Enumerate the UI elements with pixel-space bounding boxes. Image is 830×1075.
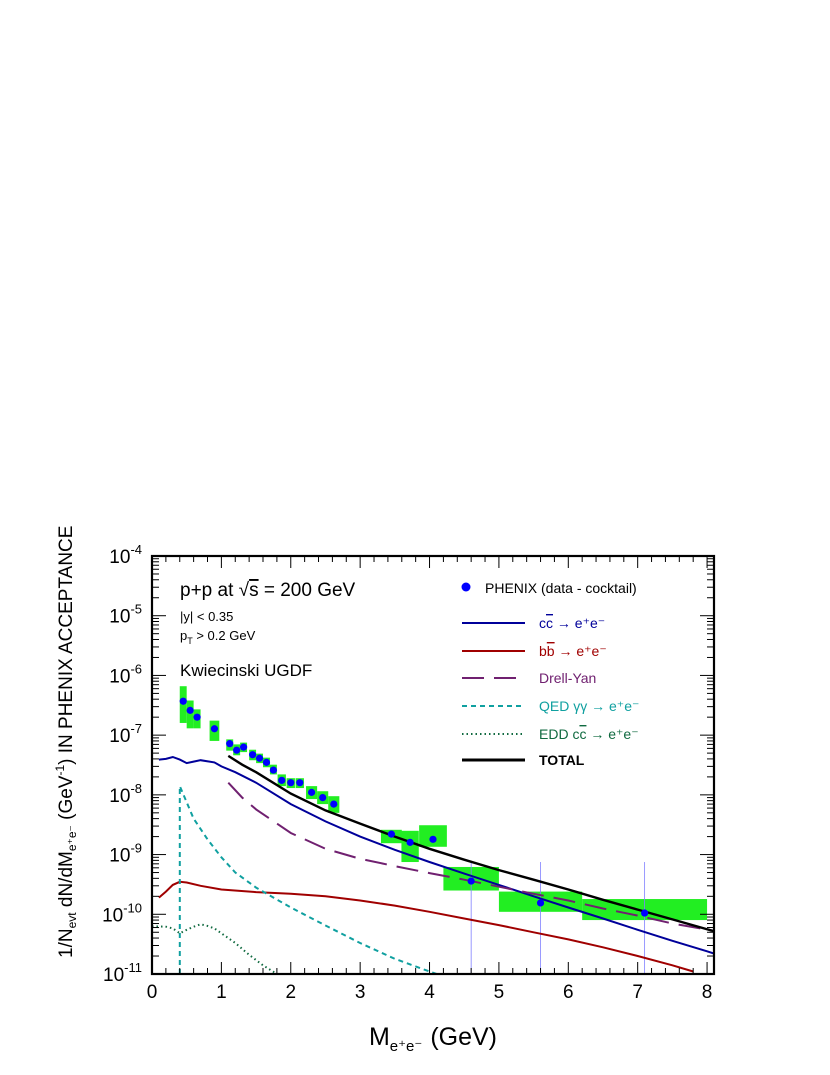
bbbar-curve	[158, 880, 694, 973]
data-point-3	[210, 725, 219, 733]
legend-marker-phenix	[461, 582, 471, 592]
data-point-21	[536, 899, 545, 907]
legend-label-phenix: PHENIX (data - cocktail)	[485, 580, 637, 596]
x-tick-label: 7	[632, 982, 643, 1003]
x-tick-label: 0	[147, 982, 158, 1003]
x-tick-label: 6	[563, 982, 574, 1003]
total-curve	[227, 754, 714, 933]
data-point-16	[330, 800, 338, 808]
drell-yan-curve	[227, 782, 714, 932]
y-tick-label: 10-6	[109, 661, 142, 687]
syst-band-1	[186, 700, 194, 729]
legend: PHENIX (data - cocktail) cc → e⁺e⁻ bb → …	[461, 580, 639, 768]
data-point-6	[239, 743, 248, 751]
collision-system-label: p+p at √s = 200 GeV	[180, 580, 356, 601]
legend-label-qed: QED γγ → e⁺e⁻	[539, 698, 639, 714]
data-point-11	[278, 776, 286, 784]
data-point-1	[186, 706, 194, 714]
data-point-13	[296, 779, 304, 787]
x-tick-label: 1	[216, 982, 227, 1003]
data-point-8	[255, 754, 264, 762]
y-tick-label: 10-10	[102, 900, 142, 926]
qed-curve	[178, 785, 437, 974]
ccbar-curve	[158, 755, 714, 955]
legend-label-bbbar: bb → e⁺e⁻	[539, 643, 607, 659]
data-markers	[179, 697, 649, 917]
legend-label-ccbar: cc → e⁺e⁻	[539, 615, 605, 631]
y-tick-label: 10-11	[103, 960, 142, 986]
pt-cut-label: pT > 0.2 GeV	[180, 628, 256, 646]
data-point-19	[429, 835, 437, 843]
data-point-7	[249, 751, 257, 759]
x-tick-label: 8	[702, 982, 713, 1003]
data-point-4	[226, 740, 234, 748]
data-point-18	[406, 838, 414, 846]
axes	[150, 554, 716, 976]
data-point-22	[641, 909, 649, 917]
model-curves	[152, 754, 714, 974]
data-point-10	[269, 766, 278, 774]
data-point-20	[467, 877, 475, 885]
legend-label-edd: EDD cc → e⁺e⁻	[539, 726, 639, 742]
legend-label-total: TOTAL	[539, 752, 585, 768]
data-point-12	[287, 779, 295, 787]
x-tick-label: 5	[494, 982, 505, 1003]
x-axis-title: Me⁺e⁻ (GeV)	[369, 1023, 497, 1055]
rapidity-cut-label: |y| < 0.35	[180, 609, 233, 624]
x-tick-label: 3	[355, 982, 366, 1003]
x-tick-label: 4	[424, 982, 435, 1003]
edd-curve	[152, 923, 278, 974]
data-point-0	[179, 697, 187, 705]
y-tick-label: 10-9	[109, 841, 142, 867]
systematic-error-bands	[179, 686, 708, 921]
data-point-9	[262, 758, 271, 766]
y-axis-title: 1/Nevt dN/dMe⁺e⁻ (GeV-1) IN PHENIX ACCEP…	[53, 526, 79, 958]
tick-labels: 0 1 2 3 4 5 6 7 8 10-11 10-10 10-9 10-8 10-7 10-6 10-5 1…	[102, 542, 712, 1003]
legend-label-drell-yan: Drell-Yan	[539, 670, 596, 686]
data-point-14	[307, 788, 316, 796]
data-point-2	[193, 713, 201, 721]
data-point-5	[233, 746, 241, 754]
data-point-17	[387, 830, 395, 838]
x-tick-label: 2	[285, 982, 296, 1003]
model-label: Kwiecinski UGDF	[180, 661, 312, 680]
data-point-15	[319, 793, 327, 802]
y-tick-label: 10-7	[109, 721, 142, 747]
y-tick-label: 10-4	[109, 542, 142, 568]
y-tick-label: 10-8	[109, 781, 142, 807]
plot-frame	[150, 554, 716, 976]
y-tick-label: 10-5	[109, 602, 142, 628]
